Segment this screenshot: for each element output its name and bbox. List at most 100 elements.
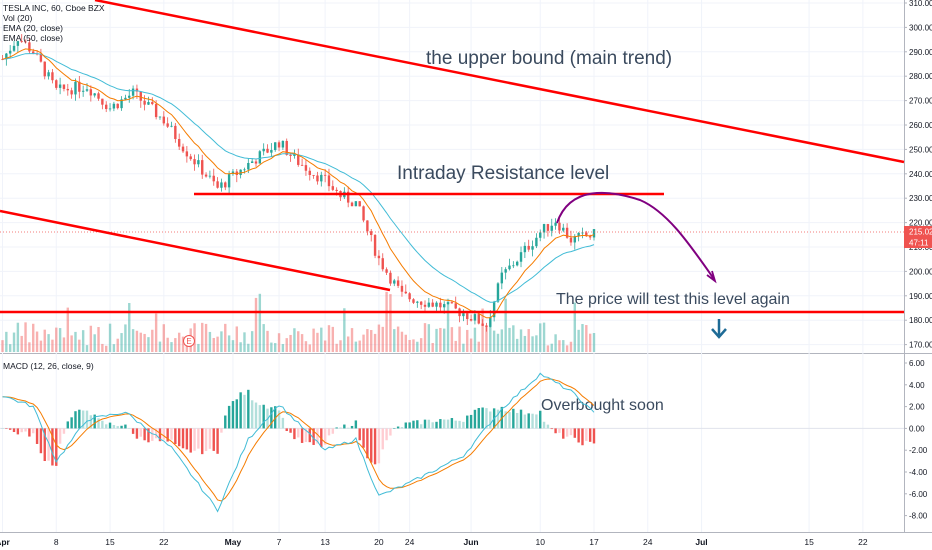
down-arrow-icon[interactable]: [711, 319, 727, 339]
volume-bar: [208, 331, 212, 352]
volume-bar: [174, 338, 177, 352]
volume-bar: [131, 329, 135, 352]
candle-body: [546, 224, 550, 231]
projection-curve[interactable]: [556, 191, 715, 280]
candle-body: [416, 301, 419, 303]
candle-body: [558, 222, 561, 231]
volume-bar: [569, 341, 573, 352]
macd-hist-bar: [124, 424, 127, 429]
projection-arrowhead: [706, 270, 717, 284]
macd-hist-bar: [412, 420, 415, 429]
candle-body: [358, 201, 361, 207]
macd-hist-bar: [43, 428, 46, 462]
volume-bar: [404, 334, 407, 352]
candle-body: [346, 191, 350, 203]
overbought-label[interactable]: Overbought soon: [541, 397, 664, 414]
resistance-label[interactable]: Intraday Resistance level: [397, 163, 609, 184]
candle-body: [492, 301, 496, 318]
candle-body: [496, 283, 500, 302]
volume-bar: [239, 342, 242, 352]
macd-hist-bar: [377, 428, 381, 464]
macd-hist-bar: [81, 410, 85, 429]
macd-hist-bar: [527, 413, 530, 429]
volume-bar: [504, 298, 507, 352]
volume-bar: [16, 322, 20, 352]
macd-hist-bar: [158, 428, 162, 442]
macd-tick-label: -4.00: [909, 468, 928, 477]
volume-bar: [116, 338, 119, 352]
candle-body: [300, 164, 304, 166]
candle-body: [585, 232, 588, 237]
candle-body: [262, 148, 265, 152]
lower-channel-trendline[interactable]: [0, 209, 391, 292]
volume-bar: [5, 331, 8, 352]
candle-body: [247, 162, 250, 170]
volume-bar: [489, 326, 492, 352]
volume-bar: [35, 331, 39, 352]
macd-hist-bar: [443, 419, 446, 429]
macd-hist-bar: [281, 417, 285, 429]
volume-bar: [51, 339, 54, 352]
macd-hist-bar: [554, 428, 557, 434]
candle-body: [473, 314, 477, 321]
macd-hist-bar: [258, 405, 262, 429]
macd-hist-bar: [58, 428, 62, 444]
volume-info[interactable]: Vol (20): [3, 13, 33, 23]
time-tick-label: 13: [320, 537, 330, 547]
candle-body: [70, 90, 73, 95]
volume-bar: [93, 334, 96, 352]
volume-bar: [293, 328, 296, 352]
volume-bar: [220, 331, 223, 352]
candle-body: [89, 89, 93, 96]
symbol-info[interactable]: TESLA INC, 60, Cboe BZX: [3, 3, 105, 13]
volume-bar: [473, 327, 477, 352]
candle-body: [227, 174, 231, 188]
macd-hist-bar: [201, 428, 204, 455]
upper-bound-trendline[interactable]: [94, 0, 905, 164]
macd-hist-bar: [151, 428, 154, 441]
candle-body: [266, 148, 269, 153]
volume-bar: [266, 330, 269, 352]
candles[interactable]: [1, 34, 596, 332]
volume-bar: [316, 332, 319, 352]
macd-hist-bar: [143, 428, 146, 441]
macd-hist-bar: [519, 409, 523, 429]
price-axis[interactable]: 310.00 300.00 290.00 280.00 270.00 260.00 250.…: [904, 0, 932, 350]
volume-bar: [350, 328, 354, 352]
macd-hist-bar: [504, 411, 507, 429]
earnings-marker[interactable]: E: [183, 335, 195, 347]
candle-body: [504, 269, 507, 273]
volume-bar: [254, 297, 258, 352]
volume-bar: [462, 343, 465, 352]
ema50-info[interactable]: EMA (50, close): [3, 33, 63, 43]
ema20-info[interactable]: EMA (20, close): [3, 23, 63, 33]
volume-bar: [224, 323, 227, 352]
time-tick-label: 15: [105, 537, 115, 547]
macd-info[interactable]: MACD (12, 26, close, 9): [3, 361, 94, 371]
volume-bar: [431, 343, 434, 352]
price-tick-label: 170.00: [909, 341, 932, 350]
candle-body: [181, 146, 185, 152]
candle-body: [577, 232, 580, 237]
volume-bar: [204, 323, 208, 352]
candle-body: [450, 302, 454, 304]
price-tick-label: 310.00: [909, 0, 932, 8]
price-tick-label: 280.00: [909, 72, 932, 81]
volume-bar: [535, 335, 538, 352]
test-level-label[interactable]: The price will test this level again: [556, 291, 790, 308]
candle-body: [542, 224, 546, 233]
upper-bound-label[interactable]: the upper bound (main trend): [426, 48, 672, 69]
candle-body: [74, 81, 77, 95]
time-axis[interactable]: Apr 8 15 22 May 7 13 20 24 Jun 10 17 24 Jul 15 22: [0, 537, 868, 547]
volume-bar: [24, 322, 27, 352]
candle-body: [539, 232, 542, 238]
macd-hist-bar: [389, 428, 392, 436]
macd-hist-bar: [147, 428, 150, 443]
macd-hist-bar: [565, 428, 569, 437]
macd-axis[interactable]: 6.00 4.00 2.00 0.00 -2.00 -4.00 -6.00 -8.00: [904, 359, 928, 521]
volume-bar: [335, 343, 338, 352]
time-tick-label: 15: [804, 537, 814, 547]
candle-body: [489, 317, 492, 327]
macd-hist-bar: [277, 410, 281, 429]
